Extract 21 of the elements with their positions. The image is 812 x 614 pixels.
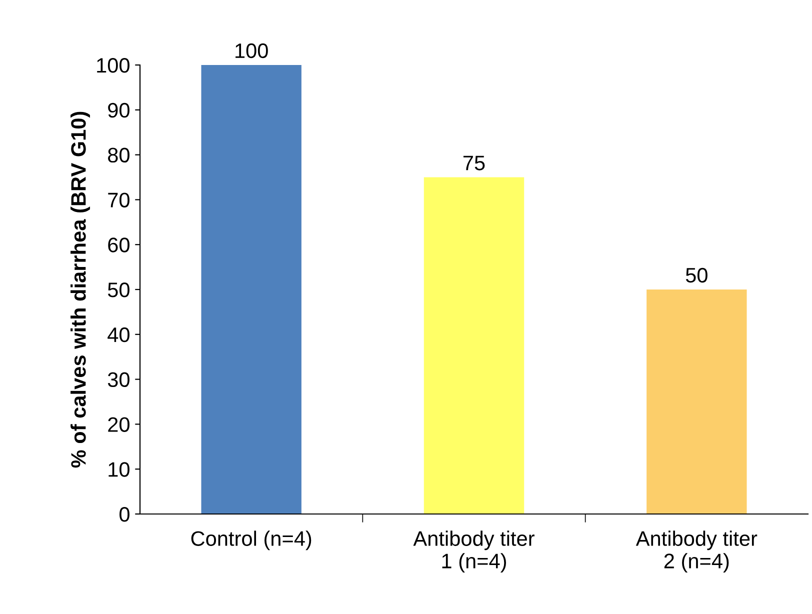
y-tick-label: 100 [97,58,130,73]
y-tick-label: 20 [108,417,130,432]
y-tick-label: 40 [108,327,130,342]
y-axis-title: % of calves with diarrhea (BRV G10) [70,112,90,468]
y-tick-label: 0 [120,507,130,522]
x-tick-label: Control (n=4) [191,530,312,550]
data-label: 100 [236,43,268,58]
y-tick-label: 60 [108,238,130,252]
y-tick-label: 80 [108,148,130,163]
bar [201,65,302,514]
bar [424,177,524,514]
y-tick-label: 30 [108,372,130,388]
y-tick-label: 10 [108,462,130,477]
x-tick-label: Antibody titer 1 (n=4) [413,530,534,573]
data-label: 75 [463,156,485,170]
bar [646,290,747,514]
y-tick-label: 90 [108,102,130,118]
y-tick-label: 50 [108,282,130,298]
y-tick-label: 70 [108,192,130,208]
x-tick-label: Antibody titer 2 (n=4) [636,530,758,573]
data-label: 50 [686,268,708,283]
